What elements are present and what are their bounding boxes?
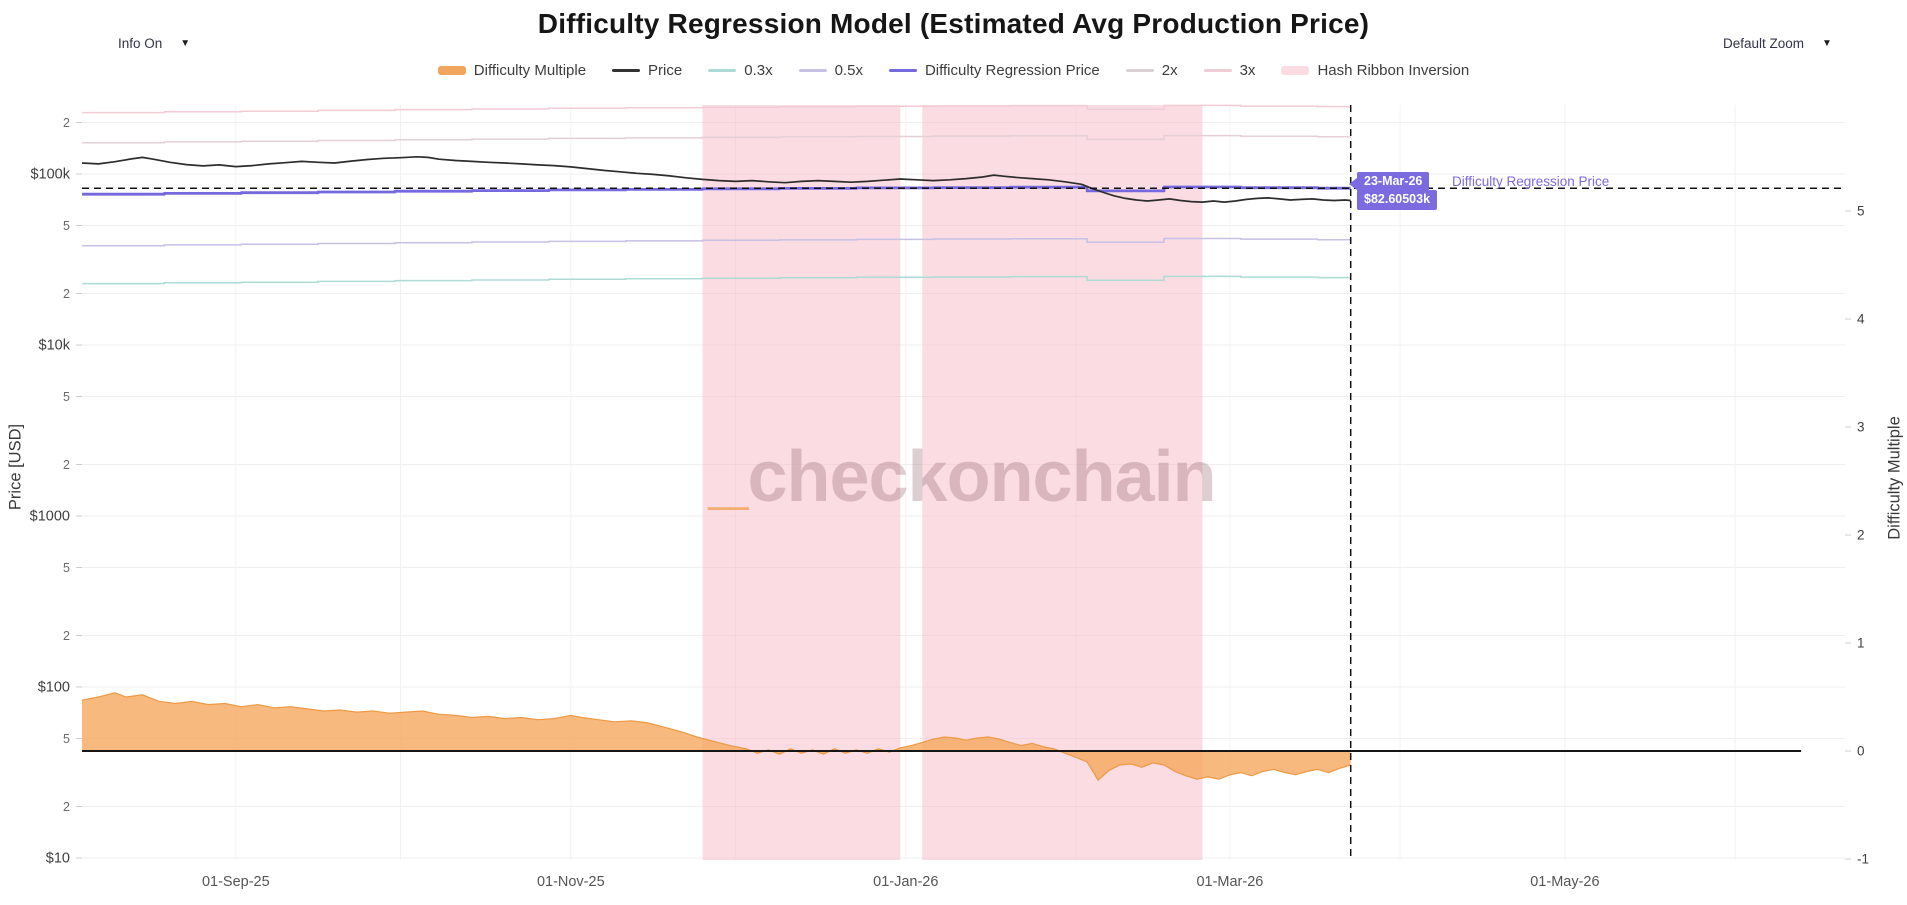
svg-text:$10k: $10k — [39, 338, 71, 354]
multiplier-line-0.5x — [82, 237, 1351, 247]
svg-text:3: 3 — [1857, 420, 1865, 435]
legend-item-2x[interactable]: 2x — [1125, 62, 1178, 79]
price-swatch-icon — [612, 69, 641, 72]
caret-down-icon: ▼ — [1822, 38, 1832, 49]
legend-item-0.5x[interactable]: 0.5x — [798, 62, 863, 79]
watermark-text: checkonchain — [747, 437, 1216, 517]
multiplier-line-2x — [82, 134, 1351, 144]
0.3x-swatch-icon — [708, 69, 737, 72]
zoom-dropdown[interactable]: Default Zoom ▼ — [1723, 36, 1832, 51]
svg-text:2: 2 — [63, 116, 70, 130]
caret-down-icon: ▼ — [180, 38, 191, 49]
tooltip-date: 23-Mar-26 — [1357, 172, 1430, 192]
legend-item-0.3x[interactable]: 0.3x — [708, 62, 773, 79]
legend-item-difficulty-regression-price[interactable]: Difficulty Regression Price — [888, 62, 1100, 79]
multiplier-line-3x — [82, 104, 1351, 114]
legend-item-price[interactable]: Price — [612, 62, 682, 79]
tooltip-arrow — [1349, 178, 1357, 190]
svg-text:-1: -1 — [1857, 852, 1869, 867]
svg-text:$10: $10 — [46, 851, 70, 867]
svg-text:5: 5 — [63, 219, 70, 233]
difficulty-regression-price-swatch-icon — [888, 69, 917, 72]
svg-text:01-Nov-25: 01-Nov-25 — [537, 874, 605, 890]
legend-item-difficulty-multiple[interactable]: Difficulty Multiple — [437, 62, 587, 79]
multiplier-lines — [82, 104, 1351, 285]
legend-label: Hash Ribbon Inversion — [1317, 62, 1470, 79]
svg-text:2: 2 — [63, 800, 70, 814]
hash-ribbon-band — [702, 105, 901, 860]
tooltip-series-label: Difficulty Regression Price — [1452, 174, 1610, 189]
multiplier-line-0.3x — [82, 275, 1351, 285]
difficulty-multiple-area — [82, 692, 1351, 781]
price-axis-ticks: 2 $100k 5 2 $10k 5 2 $1000 5 2 $100 5 2 $10 — [30, 116, 82, 867]
legend-label: Difficulty Multiple — [473, 62, 587, 79]
price-axis-title: Price [USD] — [6, 423, 25, 511]
svg-text:0: 0 — [1857, 744, 1865, 759]
0.5x-swatch-icon — [798, 69, 827, 72]
svg-text:5: 5 — [63, 561, 70, 575]
info-dropdown-label: Info On — [118, 36, 163, 51]
svg-text:2: 2 — [63, 629, 70, 643]
svg-text:2: 2 — [1857, 528, 1865, 543]
legend-label: 3x — [1239, 62, 1256, 79]
svg-text:5: 5 — [63, 390, 70, 404]
tooltip-value: $82.60503k — [1357, 190, 1438, 210]
legend-label: Price — [648, 62, 683, 79]
svg-text:4: 4 — [1857, 312, 1865, 327]
svg-text:$100k: $100k — [30, 167, 70, 183]
zoom-dropdown-label: Default Zoom — [1723, 36, 1805, 51]
difficulty-multiple-swatch-icon — [437, 66, 466, 75]
3x-swatch-icon — [1203, 69, 1232, 72]
legend-label: 0.3x — [744, 62, 773, 79]
difficulty-multiple-line — [81, 692, 1351, 782]
svg-text:2: 2 — [63, 458, 70, 472]
legend-label: 0.5x — [834, 62, 863, 79]
svg-text:5: 5 — [63, 732, 70, 746]
page-title: Difficulty Regression Model (Estimated A… — [537, 8, 1370, 39]
svg-text:01-Sep-25: 01-Sep-25 — [202, 874, 270, 890]
legend-item-3x[interactable]: 3x — [1203, 62, 1256, 79]
watermark-prefix: _ — [708, 437, 748, 517]
legend-item-hash-ribbon-inversion[interactable]: Hash Ribbon Inversion — [1281, 62, 1469, 79]
svg-text:2: 2 — [63, 287, 70, 301]
price-line — [81, 155, 1351, 203]
watermark: _checkonchain — [708, 436, 1216, 518]
svg-text:5: 5 — [1857, 204, 1865, 219]
2x-swatch-icon — [1125, 69, 1154, 72]
multiple-axis-title: Difficulty Multiple — [1885, 416, 1904, 540]
legend-label: 2x — [1161, 62, 1178, 79]
hash-ribbon-band — [922, 105, 1203, 860]
svg-text:$1000: $1000 — [30, 509, 70, 525]
hash-ribbon-inversion-swatch-icon — [1281, 66, 1310, 75]
x-axis-ticks: 01-Sep-25 01-Nov-25 01-Jan-26 01-Mar-26 01-M… — [202, 874, 1600, 890]
hash-ribbon-bands — [702, 105, 1203, 860]
svg-text:01-Jan-26: 01-Jan-26 — [873, 874, 938, 890]
info-dropdown[interactable]: Info On ▼ — [118, 36, 190, 51]
svg-text:1: 1 — [1857, 636, 1865, 651]
legend: Difficulty Multiple Price 0.3x 0.5x Difficul… — [0, 62, 1907, 79]
svg-text:01-Mar-26: 01-Mar-26 — [1196, 874, 1263, 890]
legend-label: Difficulty Regression Price — [924, 62, 1100, 79]
svg-text:$100: $100 — [38, 680, 70, 696]
svg-text:01-May-26: 01-May-26 — [1530, 874, 1599, 890]
multiple-axis-ticks: 5 4 3 2 1 0 -1 — [1845, 204, 1869, 867]
